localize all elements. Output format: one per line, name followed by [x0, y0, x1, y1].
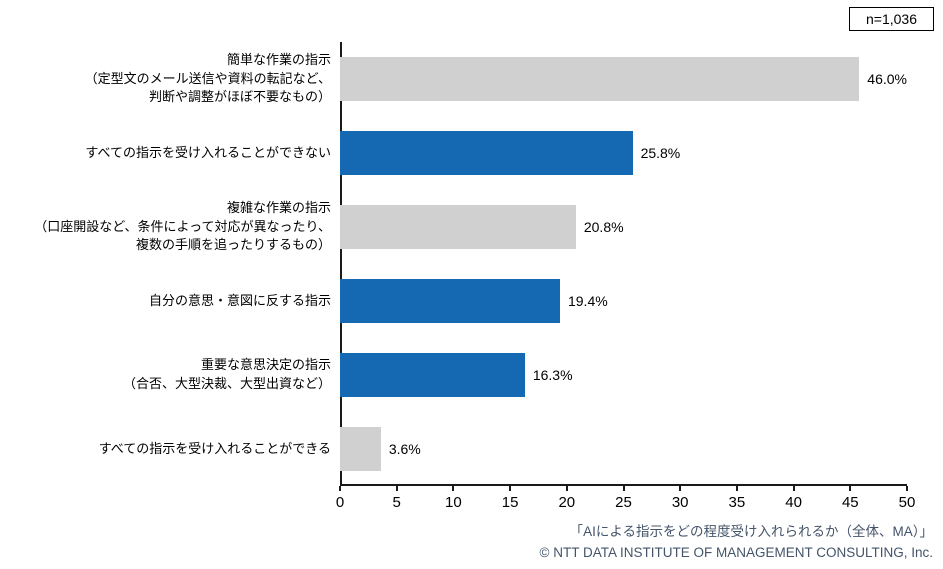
bar-row: 複雑な作業の指示 （口座開設など、条件によって対応が異なったり、 複数の手順を追… [0, 190, 943, 264]
x-axis-tick [622, 486, 625, 491]
x-axis-tick [735, 486, 738, 491]
bar-row: すべての指示を受け入れることができる 3.6% [0, 412, 943, 486]
x-tick-label: 0 [335, 494, 345, 511]
value-label: 19.4% [567, 293, 608, 309]
chart-caption: 「AIによる指示をどの程度受け入れられるか（全体、MA）」 [569, 524, 933, 540]
bar-area: 19.4% [340, 264, 907, 338]
bar [340, 279, 560, 323]
value-label: 20.8% [583, 219, 624, 235]
x-tick-label: 30 [671, 494, 689, 511]
category-label: すべての指示を受け入れることができる [98, 440, 331, 456]
x-tick-label: 50 [898, 494, 916, 511]
x-axis: 0 5 10 15 20 25 30 35 40 45 50 [336, 486, 915, 516]
value-label: 46.0% [867, 71, 907, 87]
x-axis-tick [565, 486, 568, 491]
bar-row: 簡単な作業の指示 （定型文のメール送信や資料の転記など、 判断や調整がほぼ不要な… [0, 42, 943, 116]
value-label: 16.3% [532, 367, 573, 383]
category-label: 重要な意思決定の指示 （合否、大型決裁、大型出資など） [122, 357, 331, 391]
x-tick-label: 35 [728, 494, 746, 511]
x-axis-tick [792, 486, 795, 491]
category-label: すべての指示を受け入れることができない [85, 144, 331, 160]
bar-row: すべての指示を受け入れることができない 25.8% [0, 116, 943, 190]
x-tick-label: 25 [615, 494, 632, 511]
bar [340, 427, 381, 471]
bar-row: 自分の意思・意図に反する指示 19.4% [0, 264, 943, 338]
copyright-text: © NTT DATA INSTITUTE OF MANAGEMENT CONSU… [539, 545, 933, 561]
bar-area: 46.0% [340, 42, 907, 116]
bar-row: 重要な意思決定の指示 （合否、大型決裁、大型出資など） 16.3% [0, 338, 943, 412]
bar-rows: 簡単な作業の指示 （定型文のメール送信や資料の転記など、 判断や調整がほぼ不要な… [0, 42, 943, 486]
bar-area: 25.8% [340, 116, 907, 190]
chart-footer: 「AIによる指示をどの程度受け入れられるか（全体、MA）」 © NTT DATA… [540, 522, 933, 564]
category-label: 簡単な作業の指示 （定型文のメール送信や資料の転記など、 判断や調整がほぼ不要な… [84, 51, 331, 105]
bar-area: 3.6% [340, 412, 907, 486]
bar [340, 57, 860, 101]
x-axis-tick [339, 486, 341, 491]
x-axis-tick [509, 486, 512, 491]
bar-area: 16.3% [340, 338, 907, 412]
x-axis-tick [849, 486, 852, 491]
x-axis-tick [679, 486, 682, 491]
bar [340, 131, 633, 175]
bar [340, 205, 576, 249]
x-tick-label: 40 [785, 494, 802, 511]
bar-chart: 簡単な作業の指示 （定型文のメール送信や資料の転記など、 判断や調整がほぼ不要な… [0, 42, 943, 511]
x-tick-label: 45 [841, 494, 859, 511]
x-tick-label: 5 [392, 494, 401, 511]
bar [340, 353, 525, 397]
value-label: 25.8% [640, 145, 681, 161]
x-tick-label: 15 [501, 494, 519, 511]
bar-area: 20.8% [340, 190, 907, 264]
value-label: 3.6% [388, 441, 421, 457]
x-tick-label: 10 [445, 494, 462, 511]
category-label: 自分の意思・意図に反する指示 [148, 292, 331, 308]
x-axis-tick [906, 486, 908, 491]
category-label: 複雑な作業の指示 （口座開設など、条件によって対応が異なったり、 複数の手順を追… [34, 199, 331, 253]
x-axis-tick [452, 486, 455, 491]
x-tick-label: 20 [558, 494, 576, 511]
sample-size-badge: n=1,036 [849, 7, 934, 31]
x-axis-tick [395, 486, 398, 491]
